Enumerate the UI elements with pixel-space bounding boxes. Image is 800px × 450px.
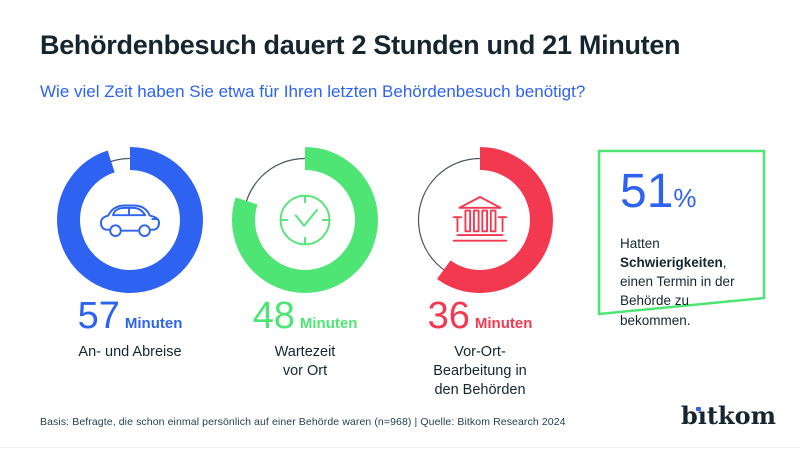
page-subtitle: Wie viel Zeit haben Sie etwa für Ihren l… [40, 82, 586, 101]
logo-text-b: b [680, 401, 698, 430]
donut-group-processing: 36 Minuten Vor-Ort- Bearbeitung in den Be… [390, 145, 570, 400]
donut-chart-processing [405, 145, 555, 295]
donut-ring [407, 147, 553, 293]
donut-group-travel: 57 Minuten An- und Abreise [40, 145, 220, 362]
car-icon [99, 197, 161, 243]
percent-sign: % [673, 183, 697, 213]
minutes-unit: Minuten [124, 315, 183, 332]
donut-group-waiting: 48 Minuten Wartezeit vor Ort [215, 145, 395, 381]
donut-label: Wartezeit vor Ort [274, 344, 336, 379]
donut-arc [407, 147, 553, 293]
callout-number: 51 [620, 165, 674, 218]
bottom-divider [0, 447, 800, 448]
callout-percentage: 51% [620, 168, 697, 216]
logo-text-i: ı [697, 401, 707, 430]
government-building-icon [449, 194, 511, 246]
donut-value: 36 Minuten [390, 297, 570, 335]
donut-ring [57, 147, 203, 293]
donut-arc [57, 147, 203, 293]
clock-icon [275, 190, 335, 250]
donut-chart-waiting [230, 145, 380, 295]
minutes-unit: Minuten [299, 315, 358, 332]
source-note: Basis: Befragte, die schon einmal persön… [40, 416, 566, 428]
callout-text-bold: Schwierigkeiten [620, 255, 723, 271]
donut-ring [232, 147, 378, 293]
donut-chart-travel [55, 145, 205, 295]
callout-text: Hatten Schwierigkeiten, einen Termin in … [620, 234, 762, 330]
callout-text-before: Hatten [620, 236, 660, 251]
donut-value: 57 Minuten [40, 297, 220, 335]
page-title: Behördenbesuch dauert 2 Stunden und 21 M… [40, 30, 681, 60]
minutes-number: 57 [77, 295, 120, 337]
minutes-unit: Minuten [474, 315, 533, 332]
callout-box-border [597, 149, 766, 316]
logo-text-tkom: tkom [706, 401, 776, 430]
donut-value: 48 Minuten [215, 297, 395, 335]
donut-arc [232, 147, 378, 293]
minutes-number: 36 [427, 295, 470, 337]
donut-label: An- und Abreise [78, 344, 182, 360]
logo-i-dot [696, 406, 701, 411]
donut-label: Vor-Ort- Bearbeitung in den Behörden [433, 344, 527, 398]
minutes-number: 48 [252, 295, 295, 337]
bitkom-logo: bıtkom [681, 404, 776, 428]
callout-text-after: , einen Termin in der Behörde zu bekomme… [620, 255, 735, 328]
